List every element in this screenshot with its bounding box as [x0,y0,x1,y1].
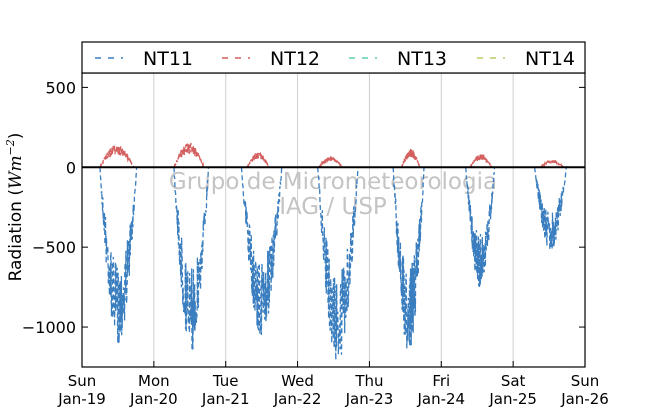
watermark-line-1: Grupo de Micrometeorologia [169,169,497,195]
x-tick-label-day: Sun [68,372,97,390]
y-axis-label: Radiation (Wm−2) [4,133,26,282]
x-tick-label-date: Jan-24 [416,390,465,408]
y-axis: 500 0 −500 −1000 [22,78,585,337]
series-line-nt12 [99,142,564,169]
legend: NT11 NT12 NT13 NT14 [81,41,586,74]
x-tick-label-date: Jan-22 [273,390,322,408]
y-tick-label: 500 [45,78,76,97]
x-axis: SunJan-19MonJan-20TueJan-21WedJan-22ThuJ… [57,361,609,408]
x-tick-label-date: Jan-21 [201,390,250,408]
y-axis-label-close: ) [6,133,26,140]
series-line-nt11 [99,167,567,361]
series-lines [99,142,567,361]
x-tick-label-day: Mon [138,372,170,390]
watermark: Grupo de Micrometeorologia IAG / USP [169,169,497,220]
x-tick-label-day: Sun [571,372,600,390]
y-axis-label-exp: −2 [4,139,17,155]
y-tick-label: −500 [32,238,76,257]
legend-box [81,41,586,74]
legend-label-nt13: NT13 [397,48,447,70]
gridlines [153,73,514,367]
x-tick-label-date: Jan-23 [345,390,394,408]
y-axis-label-unit: Wm [6,155,26,189]
x-tick-label-date: Jan-20 [129,390,178,408]
legend-label-nt11: NT11 [143,48,193,70]
legend-label-nt14: NT14 [525,48,575,70]
legend-label-nt12: NT12 [270,48,320,70]
y-tick-label: 0 [66,158,76,177]
x-tick-label-day: Thu [354,372,383,390]
y-tick-label: −1000 [22,318,76,337]
x-tick-label-date: Jan-26 [560,390,609,408]
y-axis-label-main: Radiation ( [6,189,26,281]
plot-frame [81,72,586,368]
x-tick-label-day: Fri [432,372,450,390]
x-tick-label-date: Jan-19 [57,390,106,408]
x-tick-label-day: Wed [281,372,314,390]
watermark-line-2: IAG / USP [279,194,387,220]
x-tick-label-date: Jan-25 [488,390,537,408]
x-tick-label-day: Tue [212,372,239,390]
x-tick-label-day: Sat [501,372,526,390]
